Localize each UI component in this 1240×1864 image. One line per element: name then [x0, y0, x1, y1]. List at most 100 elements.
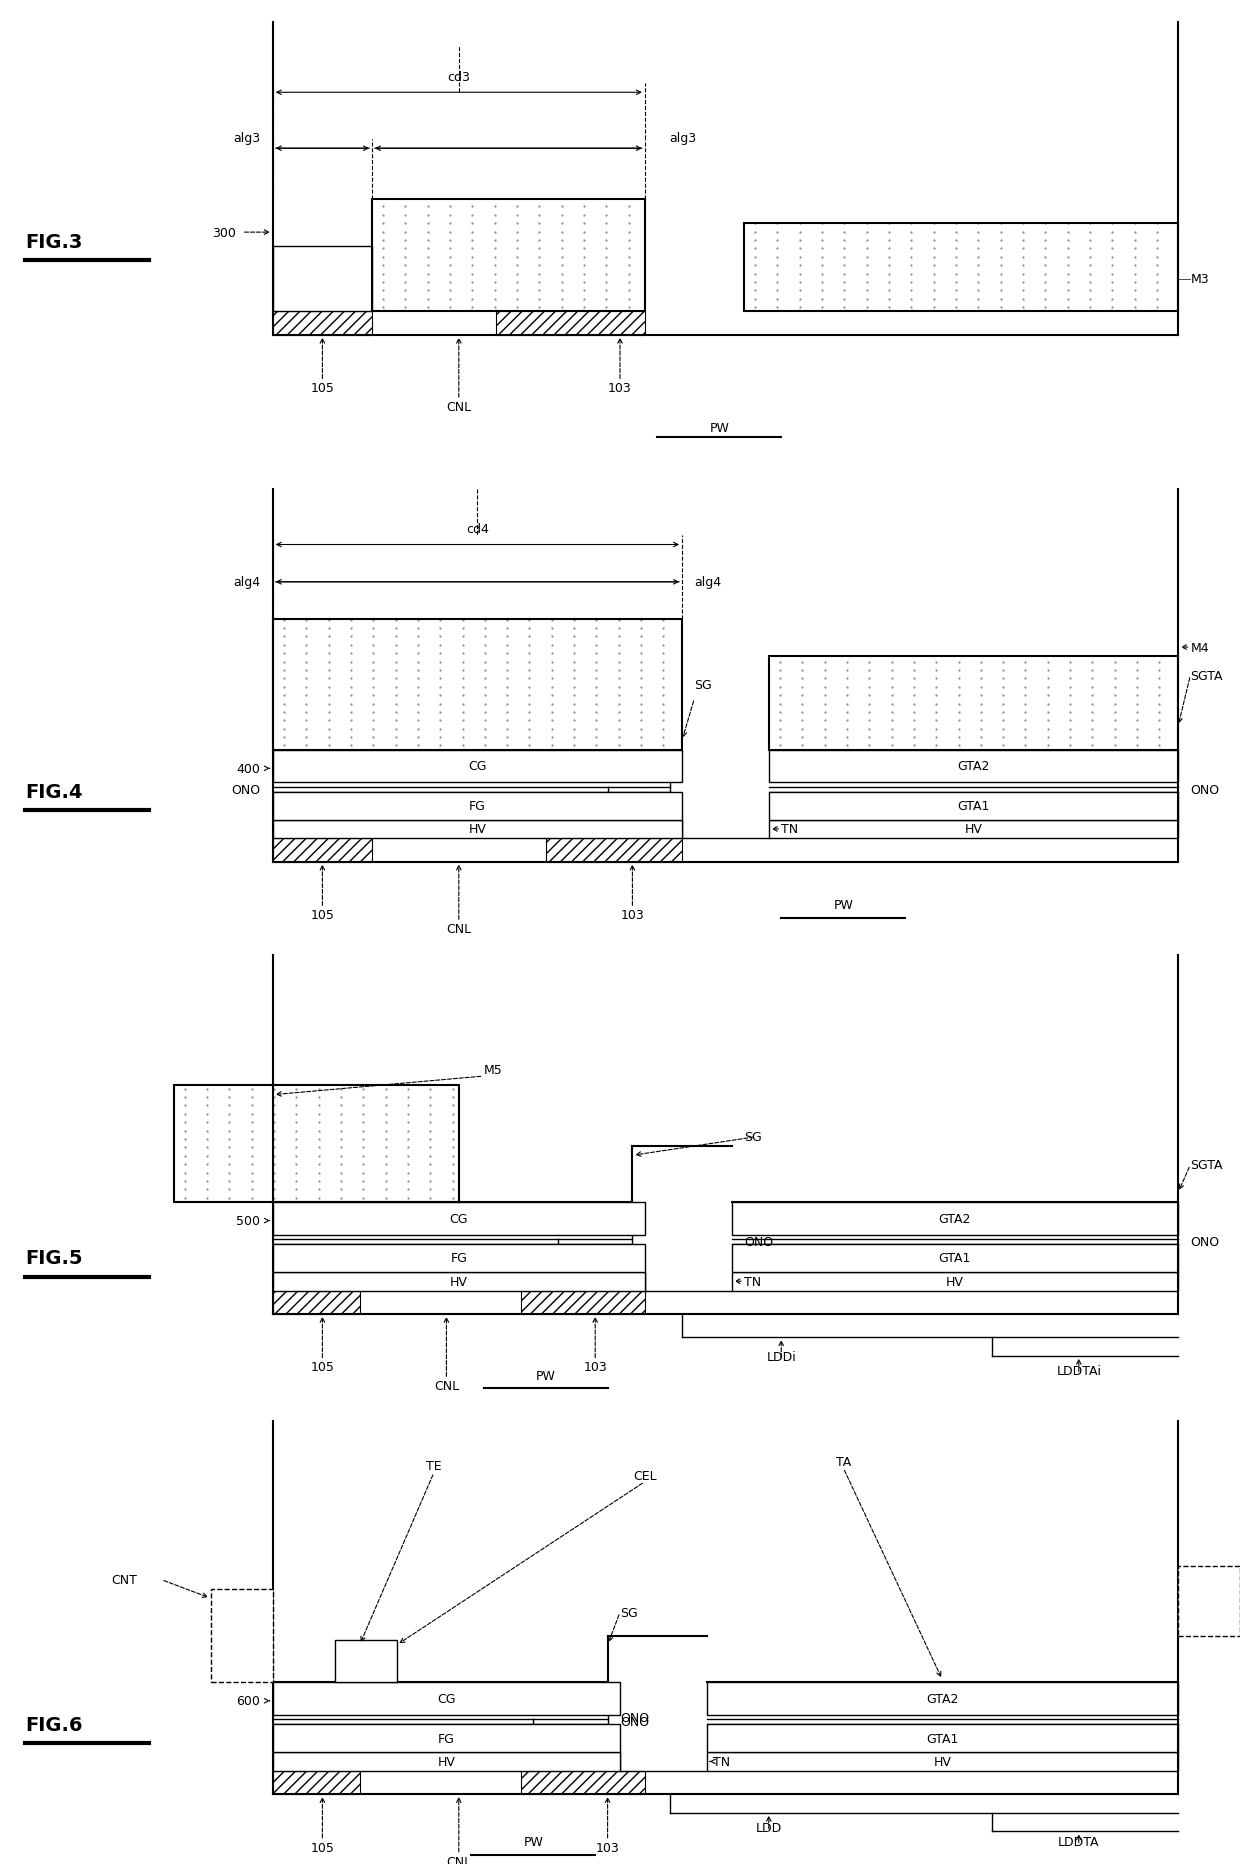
Text: GTA2: GTA2: [926, 1693, 959, 1706]
Text: HV: HV: [934, 1756, 951, 1767]
Text: ONO: ONO: [1190, 783, 1219, 796]
Text: FIG.6: FIG.6: [25, 1715, 82, 1734]
Text: FG: FG: [450, 1253, 467, 1264]
Text: M5: M5: [484, 1064, 502, 1077]
Bar: [546, 839, 682, 861]
Bar: [273, 749, 682, 783]
Text: cd3: cd3: [448, 71, 470, 84]
Bar: [769, 820, 1178, 839]
Bar: [1178, 1566, 1240, 1637]
Text: ONO: ONO: [744, 1236, 773, 1249]
Text: HV: HV: [965, 824, 982, 835]
Text: TA: TA: [836, 1456, 851, 1469]
Text: 105: 105: [310, 910, 335, 921]
Text: FIG.3: FIG.3: [25, 233, 82, 252]
Text: CG: CG: [469, 761, 486, 774]
Bar: [732, 1245, 1178, 1271]
Bar: [273, 1290, 360, 1314]
Text: 103: 103: [620, 910, 645, 921]
Text: CNL: CNL: [434, 1379, 459, 1392]
Bar: [372, 201, 645, 313]
Text: HV: HV: [450, 1275, 467, 1288]
Text: SG: SG: [620, 1607, 637, 1618]
Text: SG: SG: [744, 1131, 761, 1143]
Text: alg3: alg3: [233, 132, 260, 145]
Text: GTA1: GTA1: [939, 1253, 971, 1264]
Bar: [273, 313, 372, 336]
Text: CNL: CNL: [446, 923, 471, 936]
Text: TN: TN: [713, 1756, 730, 1767]
Bar: [732, 1202, 1178, 1234]
Bar: [273, 1771, 360, 1793]
Text: HV: HV: [438, 1756, 455, 1767]
Text: CNL: CNL: [446, 1855, 471, 1864]
Text: GTA1: GTA1: [926, 1732, 959, 1745]
Bar: [273, 820, 682, 839]
Bar: [732, 1271, 1178, 1290]
Text: 400: 400: [237, 762, 260, 775]
Text: SGTA: SGTA: [1190, 1159, 1223, 1171]
Bar: [273, 1202, 645, 1234]
Text: PW: PW: [523, 1836, 543, 1849]
Bar: [521, 1290, 645, 1314]
Bar: [496, 313, 645, 336]
Bar: [273, 839, 372, 861]
Text: alg4: alg4: [694, 576, 722, 589]
Text: SG: SG: [694, 678, 712, 692]
Text: alg4: alg4: [233, 576, 260, 589]
Bar: [273, 792, 682, 820]
Text: CG: CG: [450, 1212, 467, 1225]
Bar: [769, 792, 1178, 820]
Text: 105: 105: [310, 1842, 335, 1853]
Text: FIG.5: FIG.5: [25, 1249, 82, 1268]
Text: HV: HV: [469, 824, 486, 835]
Text: PW: PW: [536, 1370, 556, 1383]
Text: 105: 105: [310, 1361, 335, 1374]
Text: SGTA: SGTA: [1190, 669, 1223, 682]
Text: FG: FG: [469, 800, 486, 813]
Text: alg3: alg3: [670, 132, 697, 145]
Bar: [707, 1752, 1178, 1771]
Text: M4: M4: [1190, 641, 1209, 654]
Text: M3: M3: [1190, 274, 1209, 285]
Text: 103: 103: [583, 1361, 608, 1374]
Text: ONO: ONO: [232, 783, 260, 796]
Bar: [273, 248, 372, 313]
Bar: [273, 1245, 645, 1271]
Text: CNL: CNL: [446, 401, 471, 414]
Bar: [744, 224, 1178, 313]
Bar: [273, 619, 682, 749]
Text: PW: PW: [833, 898, 853, 911]
Text: 600: 600: [237, 1694, 260, 1707]
Text: 500: 500: [237, 1215, 260, 1227]
Bar: [174, 1085, 459, 1202]
Text: CEL: CEL: [632, 1469, 657, 1482]
Text: 103: 103: [595, 1842, 620, 1853]
Text: 300: 300: [212, 227, 236, 239]
Bar: [707, 1724, 1178, 1752]
Text: FIG.4: FIG.4: [25, 783, 82, 802]
Text: ONO: ONO: [620, 1715, 649, 1728]
Bar: [211, 1588, 273, 1681]
Bar: [273, 1681, 620, 1715]
Text: LDDTAi: LDDTAi: [1056, 1364, 1101, 1377]
Text: GTA2: GTA2: [957, 761, 990, 774]
Text: 103: 103: [608, 382, 632, 395]
Bar: [707, 1681, 1178, 1715]
Text: PW: PW: [709, 423, 729, 434]
Text: cd4: cd4: [466, 524, 489, 537]
Text: TE: TE: [427, 1460, 441, 1473]
Text: 105: 105: [310, 382, 335, 395]
Text: ONO: ONO: [620, 1711, 649, 1724]
Text: TN: TN: [744, 1275, 761, 1288]
Text: CNT: CNT: [112, 1573, 136, 1586]
Text: LDDi: LDDi: [766, 1351, 796, 1364]
Bar: [521, 1771, 645, 1793]
Text: TN: TN: [781, 824, 799, 835]
Text: GTA2: GTA2: [939, 1212, 971, 1225]
Text: ONO: ONO: [1190, 1236, 1219, 1249]
Bar: [335, 1640, 397, 1681]
Bar: [273, 1752, 620, 1771]
Text: LDD: LDD: [755, 1821, 782, 1834]
Text: GTA1: GTA1: [957, 800, 990, 813]
